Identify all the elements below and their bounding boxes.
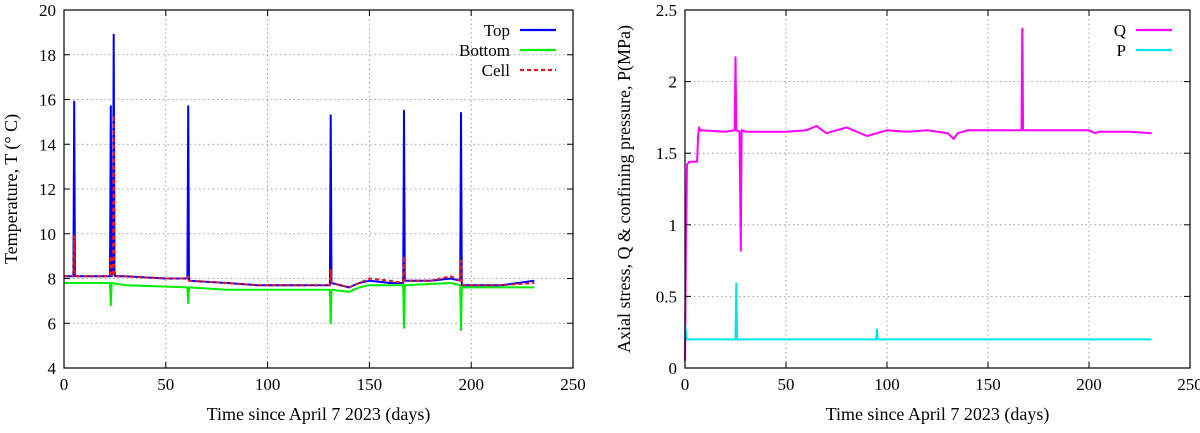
temperature-x-tick-label: 0 xyxy=(60,375,69,394)
stress-series xyxy=(684,27,1152,361)
stress-legend-label-q: Q xyxy=(1114,21,1126,40)
temperature-y-tick-label: 8 xyxy=(48,270,57,289)
stress-x-tick-label: 150 xyxy=(975,375,1001,394)
temperature-x-tick-label: 200 xyxy=(458,375,484,394)
stress-legend: QP xyxy=(1114,21,1172,60)
temperature-y-tick-label: 16 xyxy=(39,91,56,110)
stress-y-tick-label: 2 xyxy=(669,73,678,92)
stress-x-tick-label: 250 xyxy=(1177,375,1200,394)
stress-plot-frame xyxy=(684,9,1191,369)
temperature-y-tick-label: 20 xyxy=(39,1,56,20)
temperature-x-tick-label: 250 xyxy=(560,375,586,394)
temperature-series-bottom-line xyxy=(64,282,535,331)
temperature-series xyxy=(64,33,535,331)
stress-y-tick-label: 1 xyxy=(669,216,678,235)
temperature-y-tick-label: 6 xyxy=(48,314,57,333)
stress-legend-label-p: P xyxy=(1117,41,1126,60)
temperature-chart: 0 50 100 150 200 250 4 6 8 10 12 14 16 18 20 Time sinc… xyxy=(1,1,586,425)
stress-y-tick-label: 0.5 xyxy=(656,287,677,306)
stress-x-tick-label: 200 xyxy=(1076,375,1102,394)
temperature-y-tick-label: 14 xyxy=(39,135,57,154)
temperature-legend-label-cell: Cell xyxy=(482,61,511,80)
stress-x-axis-label: Time since April 7 2023 (days) xyxy=(826,404,1050,425)
stress-ticks: 0 50 100 150 200 250 0 0.5 1 1.5 2 2.5 xyxy=(656,1,1200,394)
temperature-x-tick-label: 150 xyxy=(357,375,383,394)
stress-x-tick-label: 0 xyxy=(681,375,690,394)
stress-y-tick-label: 1.5 xyxy=(656,144,677,163)
temperature-y-tick-label: 18 xyxy=(39,46,56,65)
stress-pressure-chart: 0 50 100 150 200 250 0 0.5 1 1.5 2 2.5 Time since A… xyxy=(614,1,1200,425)
stress-y-axis-label: Axial stress, Q & confining pressure, P(… xyxy=(614,25,635,353)
stress-series-p-line xyxy=(684,282,1152,341)
temperature-series-top-line xyxy=(64,33,535,289)
temperature-y-tick-label: 4 xyxy=(48,359,57,378)
temperature-y-tick-label: 10 xyxy=(39,225,56,244)
temperature-ticks: 0 50 100 150 200 250 4 6 8 10 12 14 16 18 20 xyxy=(39,1,586,394)
stress-grid xyxy=(685,10,1190,368)
stress-series-q-line xyxy=(684,27,1152,361)
temperature-x-tick-label: 50 xyxy=(157,375,174,394)
temperature-x-axis-label: Time since April 7 2023 (days) xyxy=(207,404,431,425)
temperature-series-cell-line xyxy=(64,114,535,289)
stress-y-tick-label: 0 xyxy=(669,359,678,378)
stress-x-tick-label: 50 xyxy=(778,375,795,394)
stress-x-tick-label: 100 xyxy=(874,375,900,394)
temperature-legend-label-top: Top xyxy=(484,21,510,40)
temperature-y-axis-label: Temperature, T (° C) xyxy=(1,114,22,264)
temperature-legend-label-bottom: Bottom xyxy=(459,41,510,60)
temperature-grid xyxy=(64,10,573,368)
temperature-y-tick-label: 12 xyxy=(39,180,56,199)
temperature-x-tick-label: 100 xyxy=(255,375,281,394)
stress-y-tick-label: 2.5 xyxy=(656,1,677,20)
